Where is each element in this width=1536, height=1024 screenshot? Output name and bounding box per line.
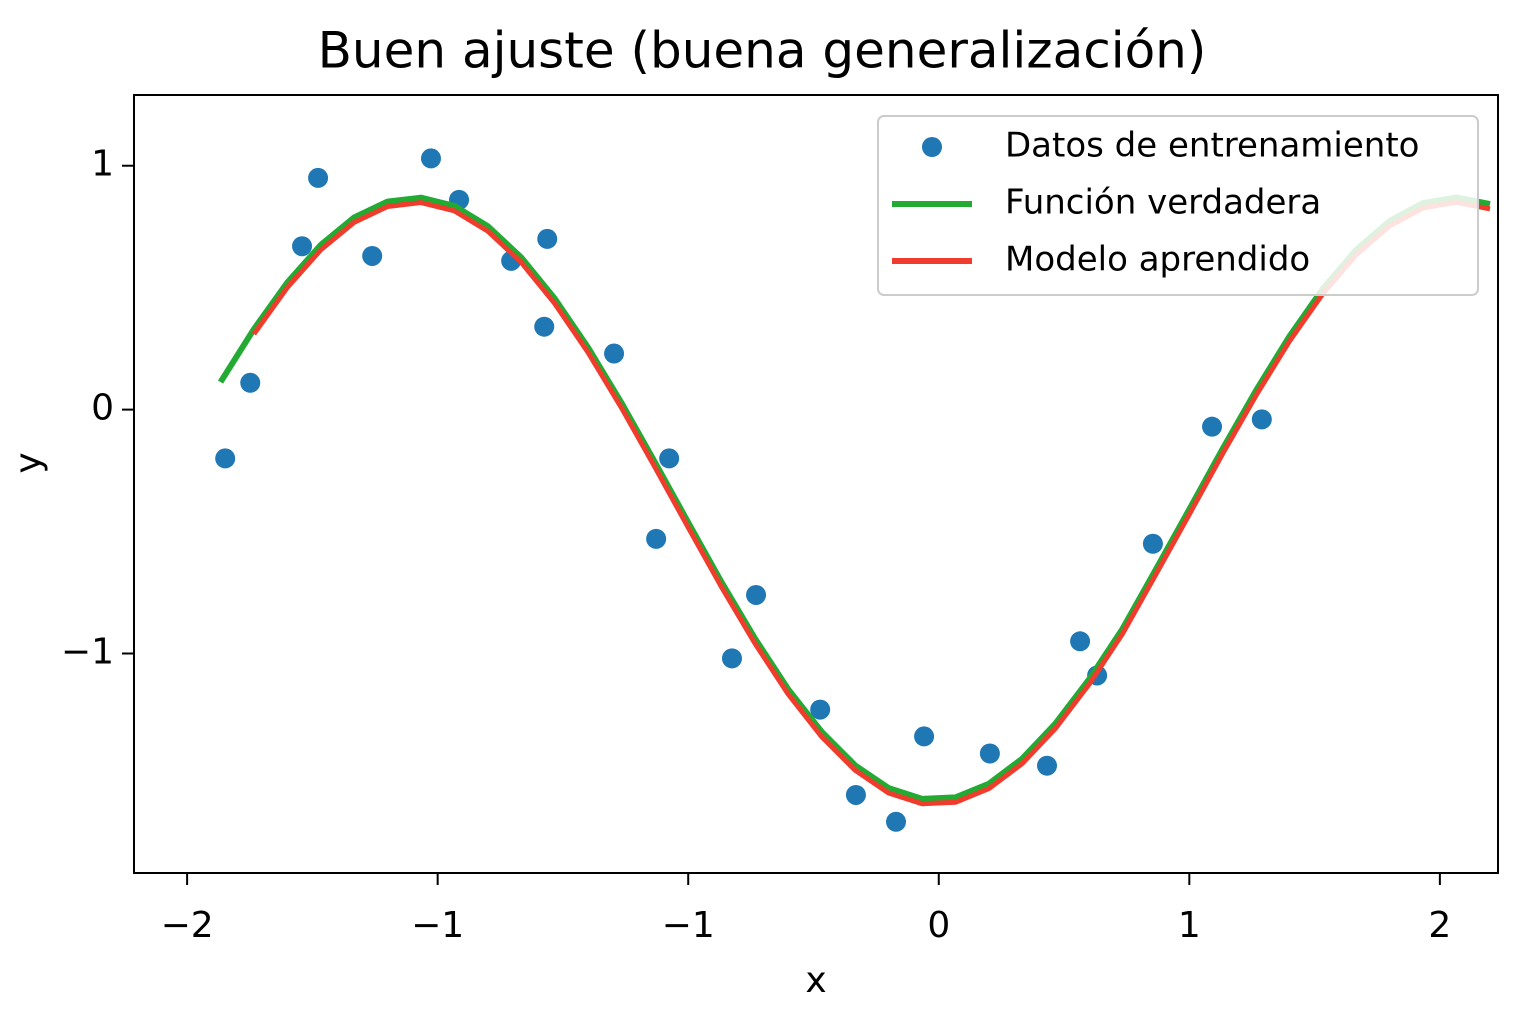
x-tick-label: −2 [161, 905, 214, 946]
y-axis-label: y [8, 452, 49, 473]
y-tick-label: 1 [91, 144, 114, 185]
y-tick-label: 0 [91, 388, 114, 429]
data-point [1070, 631, 1091, 652]
data-point [886, 811, 907, 832]
plot-area [215, 148, 1491, 832]
x-tick-label: 2 [1428, 905, 1451, 946]
data-point [1251, 409, 1272, 430]
data-point [292, 236, 313, 257]
legend-marker [922, 137, 942, 157]
data-point [308, 167, 329, 188]
data-point [646, 528, 667, 549]
data-point [1037, 755, 1058, 776]
y-tick-label: −1 [61, 632, 114, 673]
data-point [1202, 416, 1223, 437]
data-point [534, 316, 555, 337]
chart-title: Buen ajuste (buena generalización) [318, 22, 1207, 80]
legend-label: Modelo aprendido [1005, 240, 1310, 280]
data-point [215, 448, 236, 469]
x-tick-label: −1 [662, 905, 715, 946]
data-point [746, 584, 767, 605]
data-point [604, 343, 625, 364]
data-point [362, 245, 383, 266]
series-line [217, 194, 1491, 802]
legend-label: Función verdadera [1005, 183, 1321, 223]
data-point [810, 699, 831, 720]
series-line [251, 199, 1491, 807]
legend-label: Datos de entrenamiento [1005, 126, 1419, 166]
data-point [1142, 533, 1163, 554]
axes-frame [133, 94, 1499, 874]
data-point [537, 228, 558, 249]
legend-box [877, 115, 1479, 296]
x-axis-label: x [805, 960, 826, 1001]
data-point [845, 784, 866, 805]
data-point [420, 148, 441, 169]
data-point [240, 372, 261, 393]
data-point [979, 743, 1000, 764]
x-tick-label: 0 [927, 905, 950, 946]
data-point [914, 726, 935, 747]
data-point [721, 648, 742, 669]
x-tick-label: −1 [411, 905, 464, 946]
data-point [659, 448, 680, 469]
x-tick-label: 1 [1178, 905, 1201, 946]
